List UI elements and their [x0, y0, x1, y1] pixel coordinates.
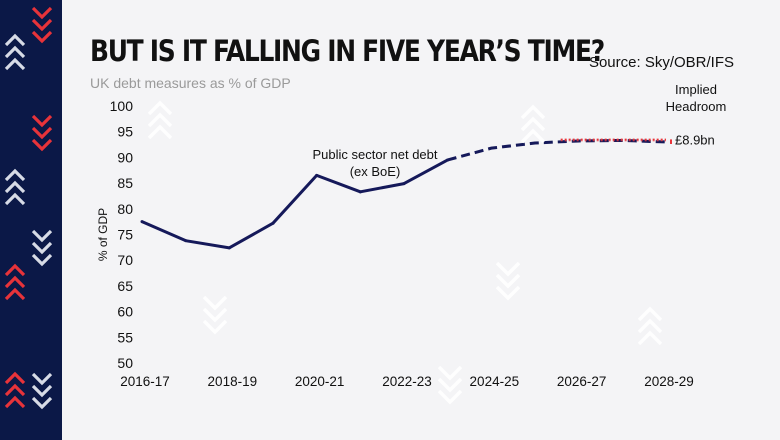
- x-tick-label: 2018-19: [208, 374, 258, 389]
- y-tick-label: 70: [117, 252, 133, 268]
- headroom-label: Implied: [675, 82, 717, 97]
- data-point: [272, 222, 275, 225]
- y-tick-label: 85: [117, 175, 133, 191]
- chevron-up-icon: [639, 321, 661, 332]
- data-point: [359, 190, 362, 193]
- x-tick-label: 2016-17: [120, 374, 170, 389]
- x-tick-label: 2022-23: [382, 374, 432, 389]
- chevron-up-icon: [149, 103, 171, 114]
- chevron-up-icon: [522, 131, 544, 142]
- chevron-down-icon: [439, 379, 461, 390]
- series-label: Public sector net debt: [312, 147, 437, 162]
- chevron-down-icon: [204, 309, 226, 320]
- y-tick-label: 95: [117, 124, 133, 140]
- x-tick-label: 2020-21: [295, 374, 345, 389]
- data-point: [141, 220, 144, 223]
- outturn-line: [142, 160, 448, 248]
- chevron-up-icon: [522, 119, 544, 130]
- chevron-up-icon: [522, 107, 544, 118]
- chevron-down-icon: [497, 263, 519, 274]
- x-tick-label: 2026-27: [557, 374, 607, 389]
- data-point: [228, 246, 231, 249]
- chevron-down-icon: [439, 391, 461, 402]
- chevron-up-icon: [639, 309, 661, 320]
- y-tick-label: 50: [117, 355, 133, 371]
- y-tick-label: 60: [117, 304, 133, 320]
- y-tick-label: 100: [110, 98, 134, 114]
- chevron-up-icon: [149, 127, 171, 138]
- y-axis-label: % of GDP: [96, 208, 110, 261]
- y-tick-label: 75: [117, 227, 133, 243]
- chevron-down-icon: [439, 367, 461, 378]
- headroom-value: £8.9bn: [675, 132, 715, 147]
- y-tick-label: 90: [117, 149, 133, 165]
- y-tick-label: 55: [117, 329, 133, 345]
- headroom-label: Headroom: [666, 99, 727, 114]
- chevron-up-icon: [149, 115, 171, 126]
- data-point: [184, 239, 187, 242]
- data-point: [315, 174, 318, 177]
- y-tick-label: 80: [117, 201, 133, 217]
- chevron-down-icon: [204, 297, 226, 308]
- chevron-down-icon: [497, 287, 519, 298]
- series-label: (ex BoE): [350, 164, 401, 179]
- chevron-down-icon: [497, 275, 519, 286]
- x-tick-label: 2024-25: [470, 374, 520, 389]
- data-point: [403, 182, 406, 185]
- y-tick-label: 65: [117, 278, 133, 294]
- forecast-line: [448, 140, 666, 160]
- x-tick-label: 2028-29: [644, 374, 694, 389]
- data-point: [446, 158, 449, 161]
- chevron-up-icon: [639, 333, 661, 344]
- chevron-down-icon: [204, 321, 226, 332]
